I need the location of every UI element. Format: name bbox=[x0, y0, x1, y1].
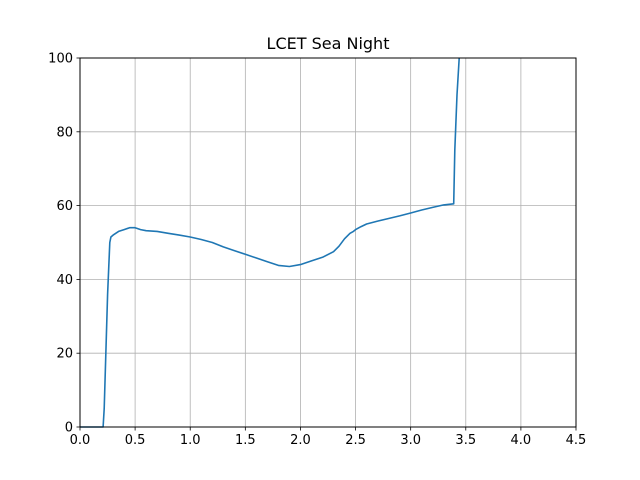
y-tick-label: 40 bbox=[56, 273, 73, 288]
y-tick-label: 20 bbox=[56, 347, 73, 362]
y-tick-label: 60 bbox=[56, 199, 73, 214]
plot-frame bbox=[79, 57, 577, 428]
x-tick-label: 2.0 bbox=[290, 433, 311, 448]
x-tick-label: 4.0 bbox=[511, 433, 532, 448]
x-tick-label: 0.0 bbox=[70, 433, 91, 448]
x-tick-label: 4.5 bbox=[566, 433, 587, 448]
x-tick-label: 2.5 bbox=[345, 433, 366, 448]
x-tick-label: 0.5 bbox=[125, 433, 146, 448]
x-tick-label: 3.0 bbox=[400, 433, 421, 448]
x-tick-label: 3.5 bbox=[455, 433, 476, 448]
axis-ticks: 0.0 0.5 1.0 1.5 2.0 2.5 3.0 3.5 4.0 4.5 0 20 40 60 80 1… bbox=[48, 52, 586, 449]
chart-title: LCET Sea Night bbox=[267, 34, 390, 53]
series-line bbox=[80, 57, 460, 428]
x-tick-label: 1.5 bbox=[235, 433, 256, 448]
y-tick-label: 100 bbox=[48, 52, 73, 67]
x-tick-label: 1.0 bbox=[180, 433, 201, 448]
y-tick-label: 80 bbox=[56, 125, 73, 140]
y-tick-label: 0 bbox=[65, 421, 73, 436]
